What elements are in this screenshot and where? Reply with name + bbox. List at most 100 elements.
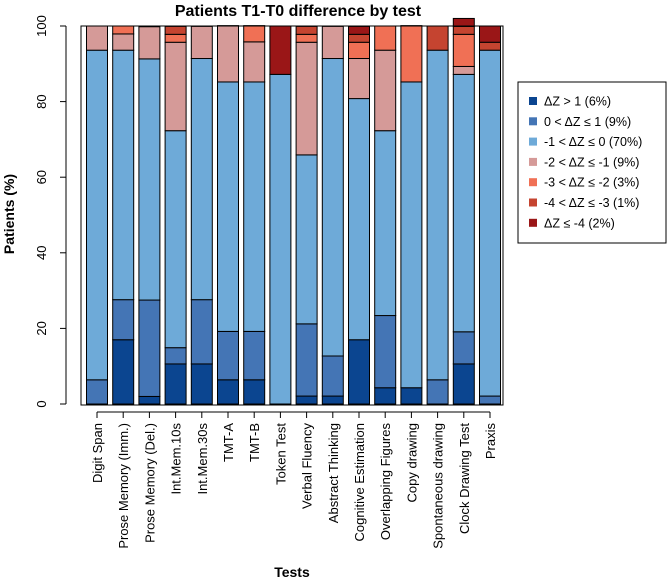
legend-swatch xyxy=(529,218,537,227)
legend-label: 0 < ΔZ ≤ 1 (9%) xyxy=(544,115,631,129)
legend-label: ΔZ ≤ -4 (2%) xyxy=(544,216,615,230)
bar-segment xyxy=(452,73,475,333)
bar-segment xyxy=(164,363,187,405)
bar-segment xyxy=(452,17,475,27)
legend-label: -2 < ΔZ ≤ -1 (9%) xyxy=(544,155,639,169)
bars-group xyxy=(86,17,501,405)
bar-segment xyxy=(190,25,213,60)
bar-segment xyxy=(374,49,397,132)
bar-segment xyxy=(374,315,397,389)
bar-segment xyxy=(138,395,161,405)
bar-segment xyxy=(321,58,344,357)
plot-frame xyxy=(80,25,504,406)
bar-segment xyxy=(217,379,239,405)
bar-segment xyxy=(348,41,370,59)
bar-segment xyxy=(374,130,397,317)
legend-swatch xyxy=(529,137,537,146)
bar-segment xyxy=(86,379,108,405)
y-tick-label: 80 xyxy=(34,94,49,108)
bar-segment xyxy=(243,25,266,43)
legend-label: -3 < ΔZ ≤ -2 (3%) xyxy=(544,176,639,190)
bar-segment xyxy=(112,339,135,405)
x-tick-label: TMT-A xyxy=(221,423,236,462)
bar-segment xyxy=(190,299,213,365)
y-tick-label: 40 xyxy=(34,246,49,260)
bar-segment xyxy=(374,25,397,51)
bar-segment xyxy=(479,395,501,405)
x-tick-label: Clock Drawing Test xyxy=(457,423,472,534)
bar-segment xyxy=(138,58,161,301)
bar-segment xyxy=(348,58,370,100)
y-tick-label: 100 xyxy=(34,15,49,37)
x-tick-label: Prose Memory (Del.) xyxy=(142,423,157,543)
bar-segment xyxy=(348,98,370,341)
legend: ΔZ > 1 (6%) 0 < ΔZ ≤ 1 (9%) -1 < ΔZ ≤ 0 (7… xyxy=(517,81,667,244)
bar-segment xyxy=(321,355,344,397)
legend-swatch xyxy=(529,198,537,207)
y-tick-label: 20 xyxy=(34,321,49,335)
legend-label: -4 < ΔZ ≤ -3 (1%) xyxy=(544,196,639,210)
legend-swatch xyxy=(529,117,537,126)
bar-segment xyxy=(295,41,318,156)
x-tick-label: Token Test xyxy=(273,423,288,485)
bar-segment xyxy=(217,25,239,83)
x-tick-label: Prose Memory (Imm.) xyxy=(116,423,131,549)
x-tick-label: TMT-B xyxy=(247,423,262,462)
bar-segment xyxy=(269,73,292,405)
bar-segment xyxy=(426,379,449,405)
bar-segment xyxy=(190,363,213,405)
bar-segment xyxy=(452,33,475,67)
bar-segment xyxy=(86,25,108,51)
bar-segment xyxy=(452,65,475,75)
bar-segment xyxy=(217,81,239,332)
bar-segment xyxy=(243,41,266,83)
bar-segment xyxy=(86,49,108,381)
y-tick-label: 60 xyxy=(34,170,49,184)
y-tick-label: 0 xyxy=(34,400,49,407)
legend-box xyxy=(517,81,667,244)
bar-segment xyxy=(243,330,266,381)
bar-segment xyxy=(269,25,292,75)
bar-segment xyxy=(400,81,423,389)
x-tick-label: Verbal Fluency xyxy=(300,423,315,509)
x-tick-label: Praxis xyxy=(483,423,498,460)
bar-segment xyxy=(217,330,239,381)
chart-title: Patients T1-T0 difference by test xyxy=(175,3,422,20)
bar-segment xyxy=(321,25,344,60)
bar-segment xyxy=(479,41,501,51)
bar-segment xyxy=(295,154,318,325)
bar-segment xyxy=(112,25,135,35)
bar-segment xyxy=(479,25,501,43)
bar-segment xyxy=(295,323,318,397)
x-axis-label: Tests xyxy=(274,564,310,579)
x-tick-label: Spontaneous drawing xyxy=(431,423,446,549)
bar-segment xyxy=(426,49,449,381)
bar-segment xyxy=(138,26,161,60)
bar-segment xyxy=(452,331,475,365)
bar-segment xyxy=(452,363,475,405)
bar-segment xyxy=(295,395,318,405)
y-axis: 0 20 40 60 80 100 xyxy=(34,15,67,408)
bar-segment xyxy=(112,49,135,301)
bar-segment xyxy=(295,25,318,35)
legend-swatch xyxy=(529,97,537,105)
bar-segment xyxy=(426,25,449,51)
bar-segment xyxy=(164,41,187,132)
bar-segment xyxy=(112,33,135,51)
bar-segment xyxy=(400,25,423,83)
bar-segment xyxy=(452,25,475,35)
bar-segment xyxy=(164,33,187,43)
bar-segment xyxy=(348,33,370,43)
bar-segment xyxy=(164,25,187,35)
bar-segment xyxy=(348,25,370,35)
x-tick-label: Copy drawing xyxy=(404,423,419,503)
bar-segment xyxy=(243,81,266,332)
bar-segment xyxy=(164,347,187,365)
legend-label: ΔZ > 1 (6%) xyxy=(544,95,611,109)
legend-label: -1 < ΔZ ≤ 0 (70%) xyxy=(544,135,642,149)
bar-segment xyxy=(295,33,318,43)
bar-segment xyxy=(164,130,187,349)
bar-segment xyxy=(374,387,397,405)
